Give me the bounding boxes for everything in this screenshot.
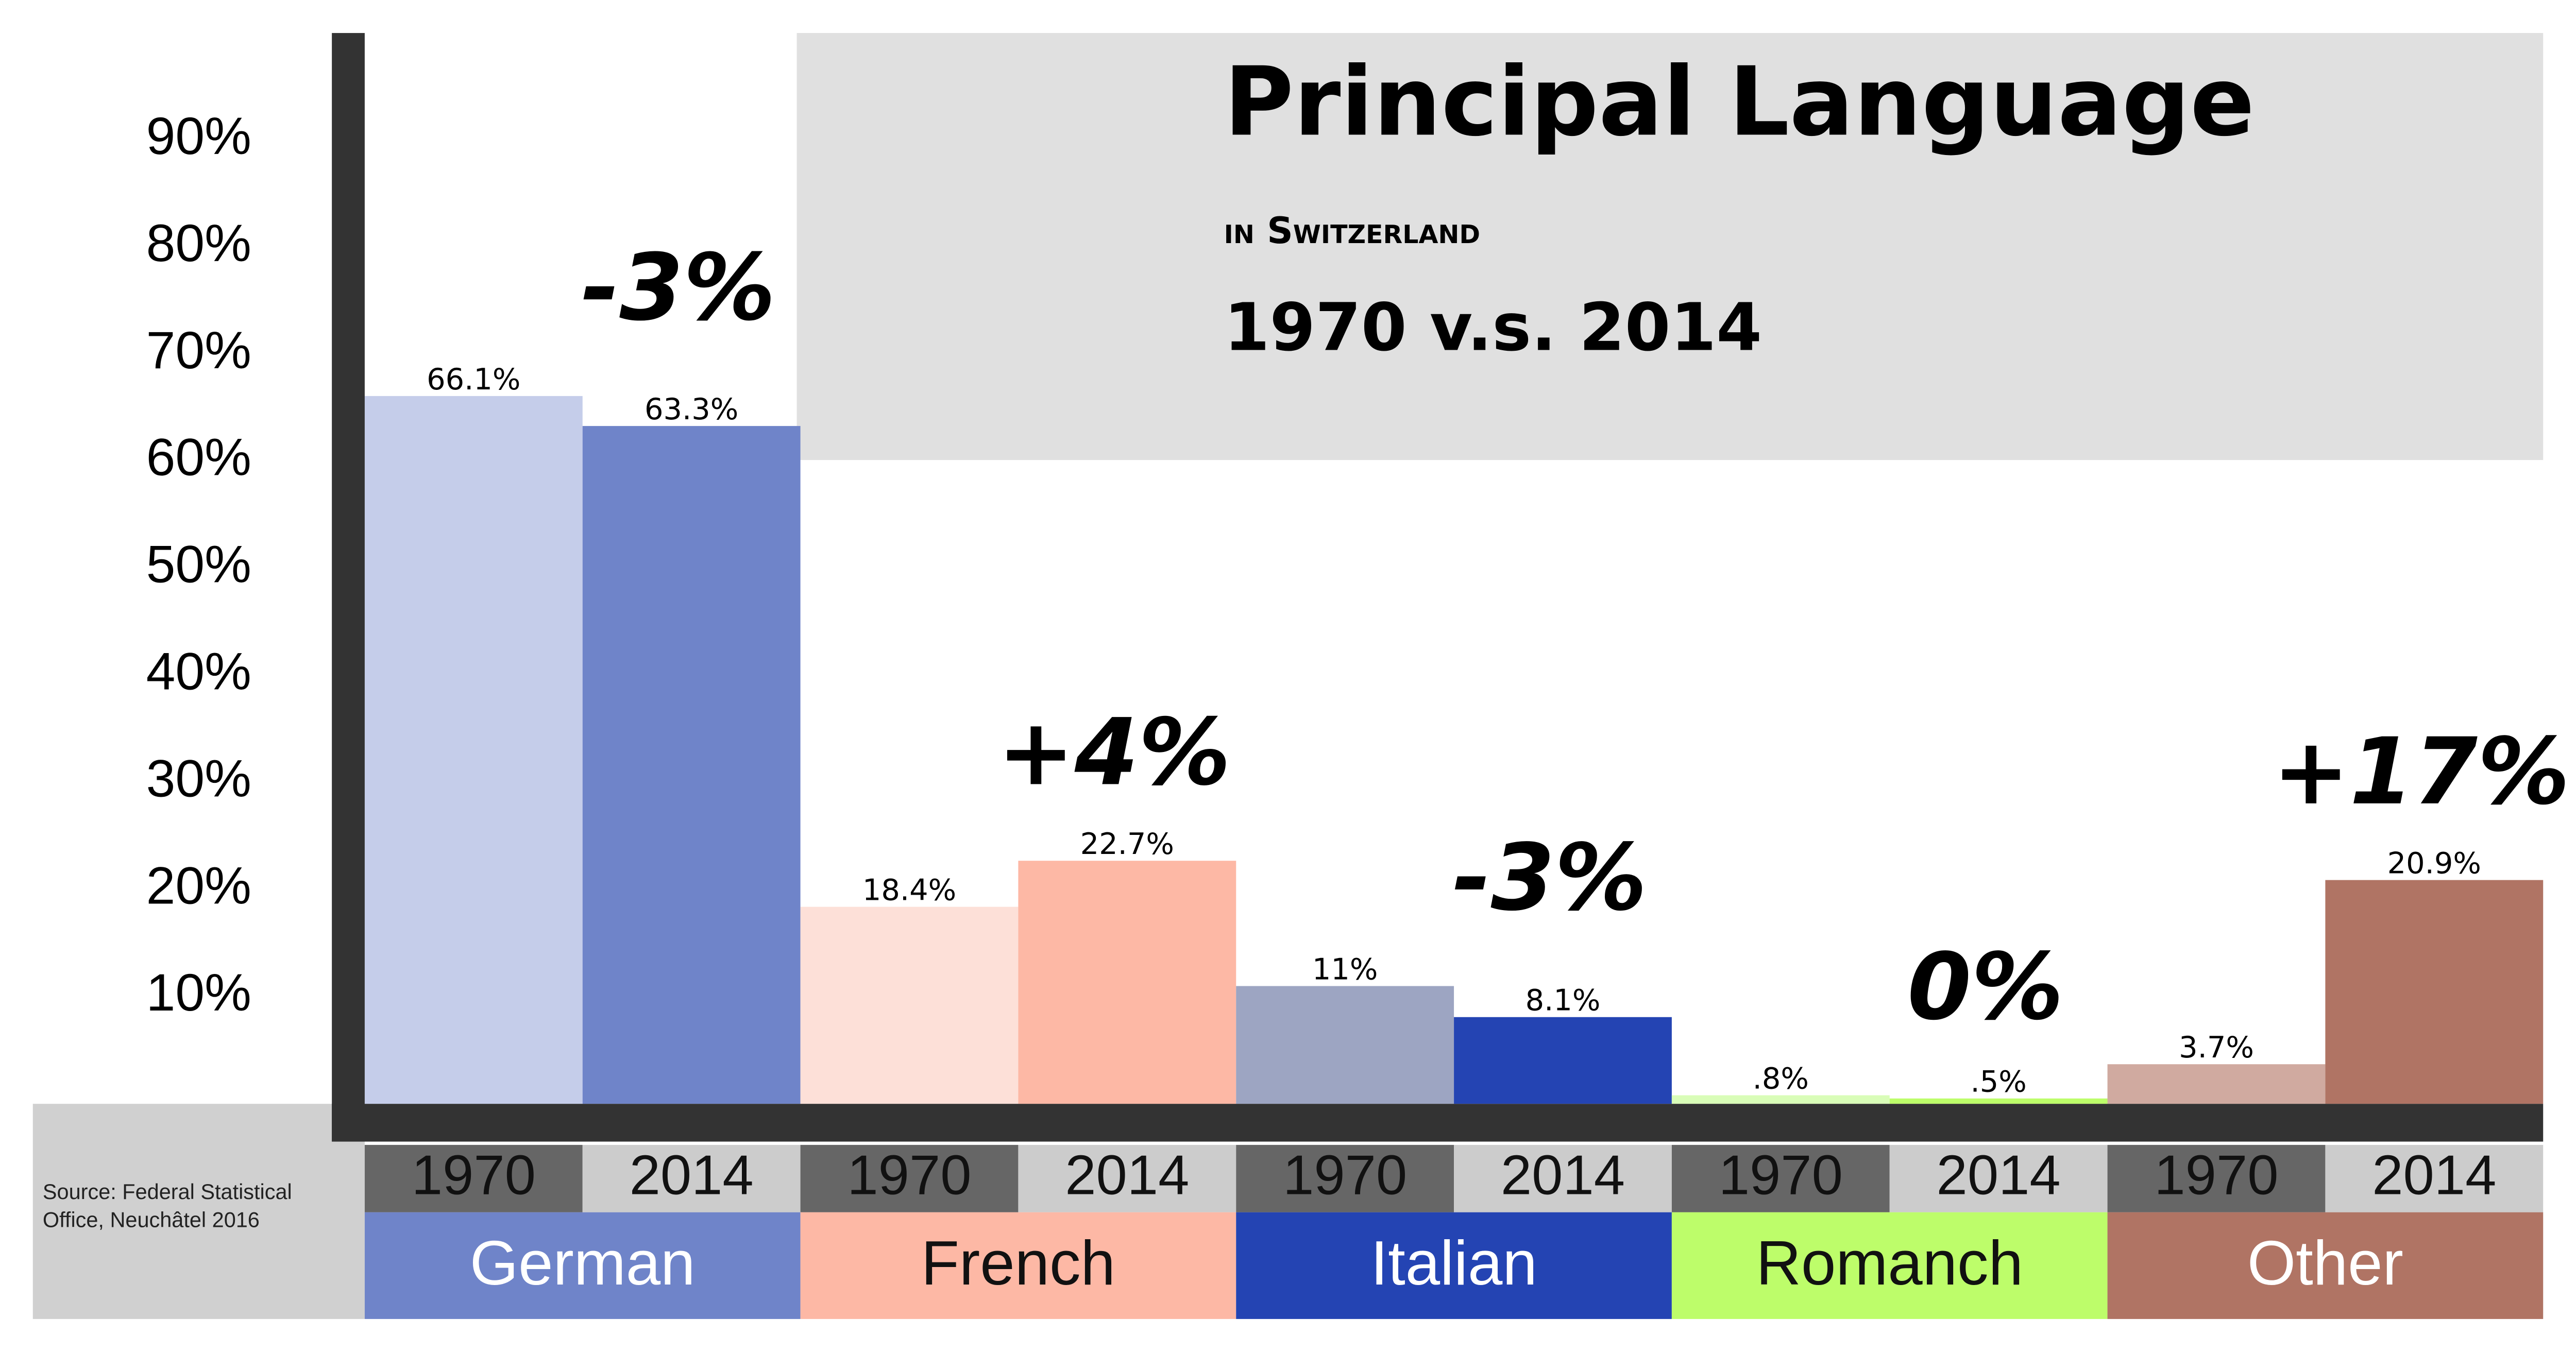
legend-label: 2014 — [630, 1144, 754, 1206]
bar — [2107, 1064, 2326, 1104]
source-box — [32, 1104, 365, 1319]
category-band — [800, 1212, 1236, 1319]
category-band — [2107, 1212, 2544, 1319]
x-tick-label: Romanch — [1756, 1228, 2023, 1298]
y-tick-label: 80% — [146, 214, 251, 272]
bar — [582, 426, 801, 1104]
legend-label: 1970 — [2154, 1144, 2278, 1206]
bar — [1454, 1017, 1672, 1104]
chart-subtitle: in Switzerland — [1224, 210, 1480, 252]
y-tick-label: 10% — [146, 963, 251, 1022]
source-box-text: Source: Federal Statistical Office, Neuc… — [42, 1179, 292, 1232]
value-label: 66.1% — [427, 362, 520, 397]
bar — [800, 906, 1019, 1104]
value-label: 11% — [1312, 952, 1378, 986]
comparison: 1970 v.s. 2014 — [1224, 290, 1762, 366]
value-label: 22.7% — [1080, 827, 1174, 861]
legend-label: 1970 — [847, 1144, 971, 1206]
x-tick-label: German — [470, 1228, 696, 1298]
legend-label: 2014 — [2372, 1144, 2496, 1206]
change-label: -3% — [581, 234, 775, 341]
value-label: 20.9% — [2387, 846, 2481, 881]
legend-swatch — [364, 1144, 583, 1212]
value-label: .8% — [1753, 1061, 1809, 1096]
legend-swatch — [2325, 1144, 2544, 1212]
legend-label: 2014 — [1065, 1144, 1189, 1206]
value-label: .5% — [1971, 1065, 2027, 1099]
y-tick-label: 50% — [146, 535, 251, 594]
bar — [1889, 1098, 2108, 1104]
chart-title: Principal Language — [1224, 46, 2255, 158]
title-box — [796, 33, 2544, 460]
legend-swatch — [1671, 1144, 1890, 1212]
legend-label: 1970 — [1719, 1144, 1843, 1206]
y-tick-label: 70% — [146, 321, 251, 380]
y-tick-label: 30% — [146, 749, 251, 808]
x-tick-label: French — [921, 1228, 1115, 1298]
legend-label: 1970 — [1283, 1144, 1407, 1206]
value-label: 3.7% — [2179, 1030, 2254, 1065]
legend-swatch — [582, 1144, 801, 1212]
x-axis — [332, 1104, 2544, 1142]
y-tick-label: 90% — [146, 107, 251, 165]
legend-swatch — [800, 1144, 1019, 1212]
x-tick-label: Other — [2247, 1228, 2403, 1298]
plot — [364, 396, 2544, 1104]
legend-label: 2014 — [1501, 1144, 1625, 1206]
change-label: 0% — [1907, 934, 2063, 1041]
x-tick-label: Italian — [1370, 1228, 1537, 1298]
bar — [1018, 861, 1236, 1104]
category-band — [1671, 1212, 2108, 1319]
category-band — [1236, 1212, 1672, 1319]
legend-swatch — [1454, 1144, 1672, 1212]
legend-swatch — [1889, 1144, 2108, 1212]
bar — [364, 396, 583, 1104]
change-label: +4% — [997, 699, 1231, 806]
legend-swatch — [1018, 1144, 1236, 1212]
legend-swatch — [2107, 1144, 2326, 1212]
y-tick-label: 40% — [146, 642, 251, 700]
bar — [2325, 880, 2544, 1104]
y-axis — [332, 33, 365, 1142]
change-label: +17% — [2273, 718, 2570, 826]
category-band — [364, 1212, 801, 1319]
bar — [1236, 986, 1454, 1104]
legend-label: 1970 — [412, 1144, 536, 1206]
legend-label: 2014 — [1937, 1144, 2061, 1206]
value-label: 63.3% — [645, 392, 738, 426]
change-label: -3% — [1452, 825, 1647, 932]
y-tick-label: 20% — [146, 856, 251, 915]
value-label: 18.4% — [862, 873, 956, 908]
legend-swatch — [1236, 1144, 1454, 1212]
value-label: 8.1% — [1526, 983, 1601, 1018]
source: Source: Federal Statistical Office, Neuc… — [42, 1179, 292, 1232]
y-tick-label: 60% — [146, 428, 251, 487]
bar — [1671, 1095, 1890, 1104]
